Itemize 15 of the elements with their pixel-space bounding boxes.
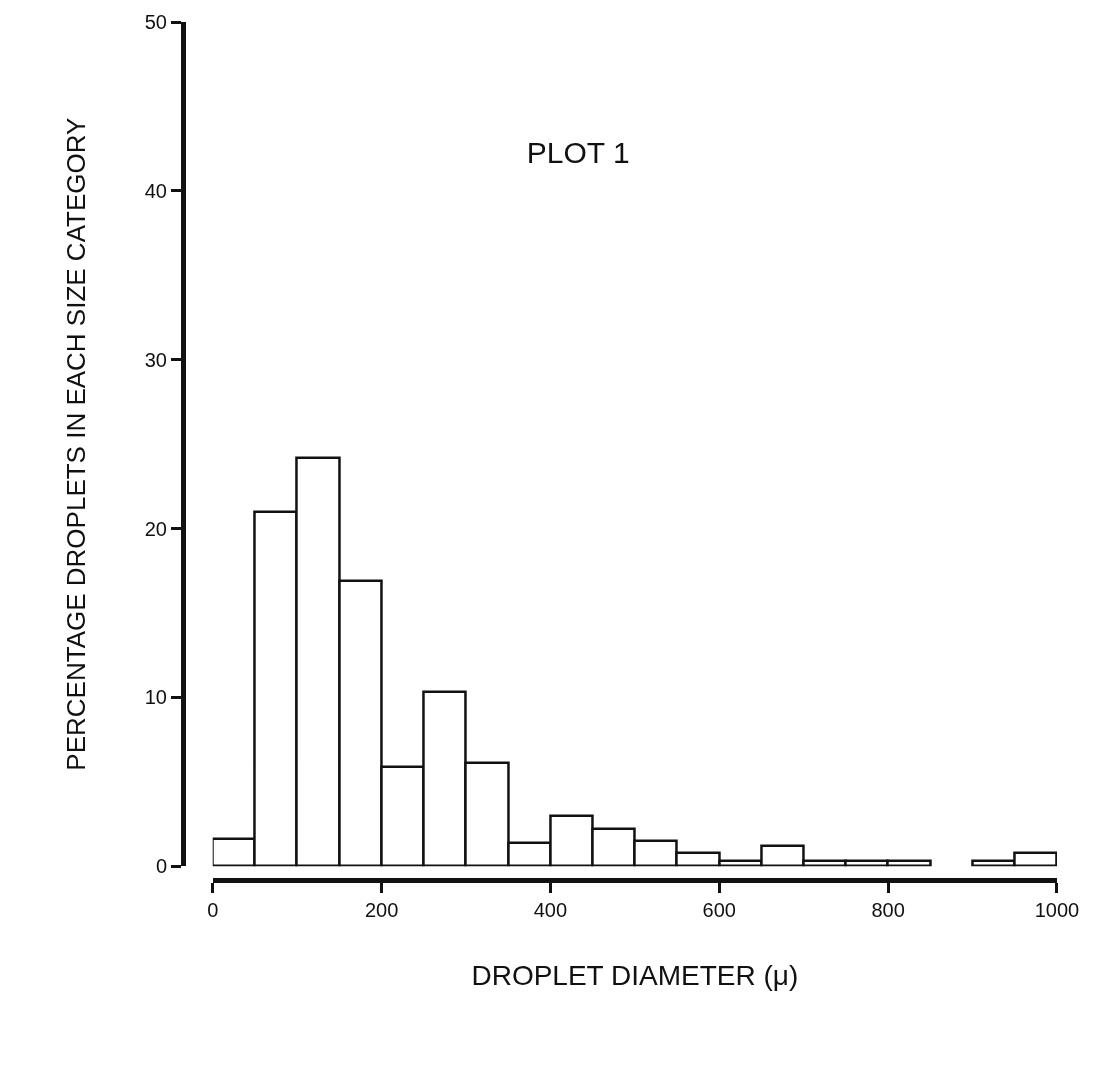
y-tick-label: 50 [144, 11, 167, 33]
x-tick-label: 1000 [1034, 899, 1080, 921]
x-axis-title: DROPLET DIAMETER (μ) [471, 960, 799, 992]
x-tick-label: 200 [364, 899, 399, 921]
y-tick-label: 40 [144, 179, 167, 202]
y-axis-title: PERCENTAGE DROPLETS IN EACH SIZE CATEGORY [61, 117, 92, 771]
y-tick-label: 30 [144, 348, 167, 371]
y-tick-label: 0 [155, 855, 167, 878]
x-tick-label: 600 [702, 899, 736, 921]
x-tick-label: 400 [533, 899, 568, 921]
x-tick-label: 0 [207, 899, 219, 921]
x-tick-label: 800 [871, 899, 905, 921]
text: PLOT 1 [526, 136, 630, 170]
y-tick-label: 10 [144, 686, 167, 709]
y-tick-label: 20 [144, 517, 167, 540]
